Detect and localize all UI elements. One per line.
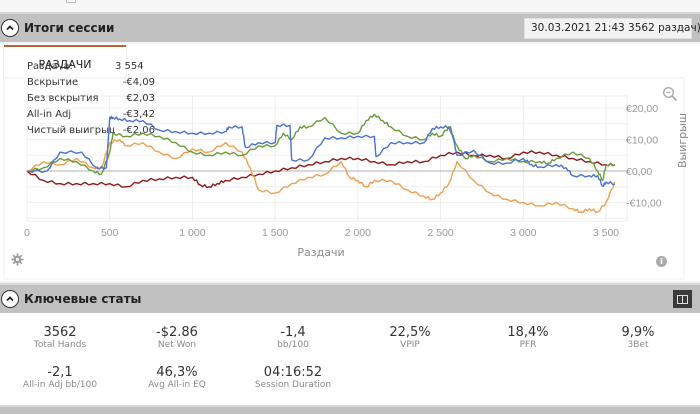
- info-icon[interactable]: i: [656, 256, 667, 267]
- tooltip-row-label: Чистый выигрыш: [27, 125, 115, 136]
- chart-tooltip: Раздача: 3 554 Вскрытие -€4,09 Без вскрыти…: [27, 59, 155, 139]
- key-stats-title: Ключевые статы: [24, 292, 142, 306]
- plot-area: [26, 95, 628, 222]
- stat-value: -2,1: [47, 365, 73, 380]
- chevron-up-icon: [6, 296, 14, 302]
- session-summary-panel: РАЗДАЧИ: [0, 44, 700, 281]
- zoom-icon[interactable]: [662, 86, 678, 102]
- stat-session-duration: 04:16:52 Session Duration: [235, 365, 351, 390]
- y-tick-label: €20,00: [626, 103, 658, 115]
- y-tick-label: -€10,00: [626, 198, 662, 210]
- stat-vpip: 22,5% VPIP: [352, 325, 468, 350]
- series-line-1: [26, 115, 616, 188]
- series-line-3: [26, 138, 616, 214]
- tooltip-row-value: €2,03: [126, 93, 155, 104]
- tooltip-row-label: Без вскрытия: [27, 93, 99, 104]
- tooltip-row-value: -€2,06: [122, 125, 155, 136]
- splitter-handle[interactable]: [66, 0, 76, 3]
- series-line-4: [26, 150, 616, 189]
- session-summary-title: Итоги сессии: [24, 21, 115, 35]
- tooltip-row-value: -€4,09: [122, 77, 155, 88]
- chevron-down-icon: ⌄: [679, 22, 686, 31]
- series-line-2: [26, 113, 616, 182]
- tooltip-hand-value: 3 554: [115, 61, 144, 72]
- key-stats-header: Ключевые статы: [0, 283, 700, 313]
- tooltip-row-label: Вскрытие: [27, 77, 79, 88]
- y-tick-label: €0,00: [626, 166, 652, 178]
- stat-label: 3Bet: [627, 340, 649, 350]
- stat-label: PFR: [519, 340, 537, 350]
- tooltip-row-value: -€3,42: [122, 109, 155, 120]
- layout-toggle-button[interactable]: [673, 290, 692, 308]
- chart-card: [3, 77, 685, 280]
- tab-hands[interactable]: РАЗДАЧИ: [4, 45, 126, 78]
- stat-net-won: -$2.86 Net Won: [119, 325, 235, 350]
- y-tick-label: €10,00: [626, 135, 658, 147]
- stat-total-hands: 3562 Total Hands: [2, 325, 118, 350]
- stat-pfr: 18,4% PFR: [470, 325, 586, 350]
- x-axis-title: Раздачи: [297, 246, 345, 259]
- x-tick-label: 3 500: [593, 227, 619, 239]
- stat-bb100: -1,4 bb/100: [235, 325, 351, 350]
- x-tick-label: 0: [24, 227, 30, 239]
- x-tick-label: 1 500: [262, 227, 288, 239]
- stat-avg-allin-eq: 46,3% Avg All-in EQ: [119, 365, 235, 390]
- stat-value: -$2.86: [156, 325, 198, 340]
- x-tick-label: 2 000: [345, 227, 371, 239]
- tooltip-hand-label: Раздача:: [27, 61, 73, 72]
- collapse-key-stats-button[interactable]: [1, 290, 19, 308]
- stat-3bet: 9,9% 3Bet: [580, 325, 696, 350]
- winnings-chart[interactable]: 0 500 1 000 1 500 2 000 2 500 3 000 3 500 €20,0…: [0, 0, 700, 280]
- stat-value: 22,5%: [389, 325, 431, 340]
- collapse-session-summary-button[interactable]: [1, 19, 19, 37]
- stat-label: Avg All-in EQ: [148, 380, 206, 390]
- stat-label: Total Hands: [33, 340, 87, 350]
- stat-value: 3562: [43, 325, 77, 340]
- session-summary-header: Итоги сессии 30.03.2021 21:43 3562 разда…: [0, 12, 700, 42]
- session-select-value: 30.03.2021 21:43 3562 раздач): [531, 22, 700, 34]
- stat-value: 9,9%: [621, 325, 655, 340]
- stat-value: -1,4: [280, 325, 306, 340]
- stat-value: 46,3%: [156, 365, 198, 380]
- session-select[interactable]: 30.03.2021 21:43 3562 раздач) ⌄: [524, 18, 700, 39]
- stat-label: Net Won: [157, 340, 197, 350]
- stat-label: VPIP: [400, 340, 420, 350]
- x-tick-label: 500: [101, 227, 119, 239]
- x-tick-label: 2 500: [427, 227, 453, 239]
- chevron-up-icon: [6, 25, 14, 31]
- x-tick-label: 3 000: [510, 227, 536, 239]
- stat-value: 18,4%: [507, 325, 549, 340]
- tooltip-row-label: All-in Adj: [27, 109, 72, 120]
- stat-value: 04:16:52: [263, 365, 323, 380]
- top-strip: [0, 0, 700, 12]
- gear-icon[interactable]: [11, 253, 24, 266]
- stat-allin-adj-bb100: -2,1 All-in Adj bb/100: [2, 365, 118, 390]
- columns-icon: [677, 294, 688, 304]
- next-section-header: [0, 405, 700, 414]
- key-stats-panel: 3562 Total Hands -$2.86 Net Won -1,4 bb/100…: [0, 313, 700, 405]
- stat-label: bb/100: [277, 340, 309, 350]
- y-axis-title: Выигрыш: [676, 113, 689, 168]
- stat-label: All-in Adj bb/100: [22, 380, 98, 390]
- x-tick-label: 1 000: [179, 227, 205, 239]
- stat-label: Session Duration: [254, 380, 332, 390]
